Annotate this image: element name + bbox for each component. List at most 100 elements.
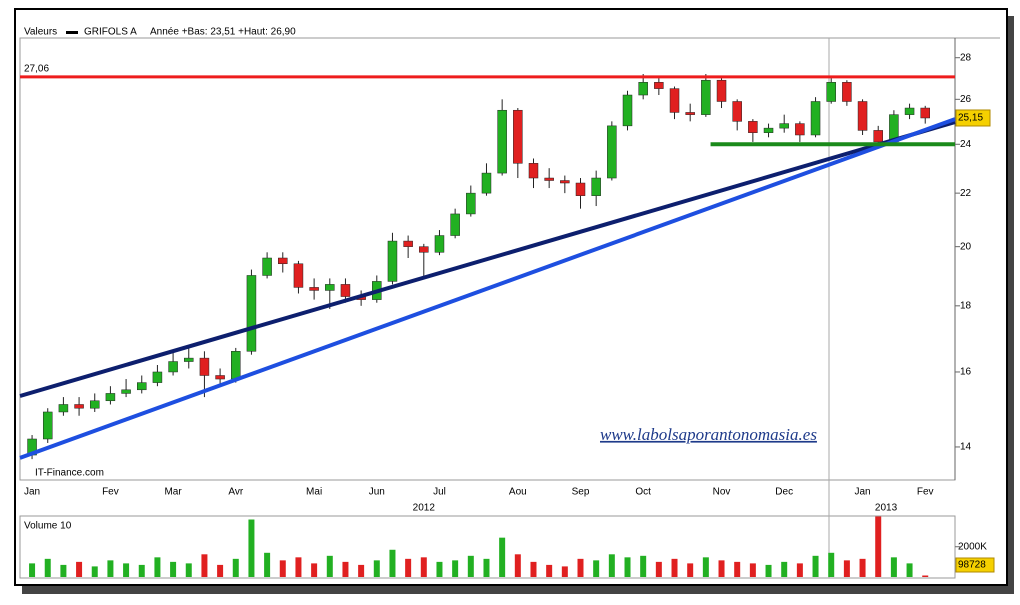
volume-bar	[718, 560, 725, 577]
x-tick-label: Jul	[433, 487, 446, 498]
volume-bar	[906, 563, 913, 577]
candle-body	[842, 82, 852, 102]
volume-bar	[201, 554, 208, 577]
year-label: 2013	[875, 503, 898, 514]
candle-body	[560, 180, 570, 184]
candle-body	[763, 127, 774, 133]
x-tick-label: Jan	[854, 487, 870, 498]
volume-bar	[185, 563, 192, 577]
volume-bar	[624, 557, 631, 577]
volume-bar	[107, 560, 114, 577]
volume-bar	[91, 566, 98, 577]
volume-bar	[796, 563, 803, 577]
candle-body	[873, 130, 883, 143]
volume-bar	[358, 564, 365, 577]
volume-bar	[702, 557, 709, 577]
candle-body	[685, 112, 695, 115]
candle-body	[137, 382, 147, 391]
candle-body	[434, 235, 445, 253]
candle-body	[215, 375, 225, 380]
last-price-box	[955, 109, 991, 127]
volume-bar	[326, 555, 333, 577]
last-price-label: 25,15	[958, 113, 983, 124]
candle-body	[74, 404, 84, 409]
volume-bar	[138, 564, 145, 577]
volume-bar	[765, 564, 772, 577]
x-tick-label: Sep	[572, 487, 590, 498]
volume-bar	[405, 558, 412, 577]
volume-bar	[295, 557, 302, 577]
source: IT-Finance.com	[35, 468, 104, 479]
candle-body	[121, 389, 131, 394]
x-tick-label: Mai	[306, 487, 322, 498]
volume-bar	[530, 561, 537, 577]
y-tick-label: 14	[960, 442, 972, 453]
candle-body	[528, 163, 539, 179]
volume-bar	[640, 555, 647, 577]
volume-bar	[859, 558, 866, 577]
volume-bar	[655, 561, 662, 577]
candle-body	[231, 351, 241, 380]
volume-bar	[577, 558, 584, 577]
candle-body	[89, 400, 100, 409]
volume-bar	[436, 561, 443, 577]
volume-bar	[812, 555, 819, 577]
volume-bar	[29, 563, 36, 577]
volume-last-label: 98728	[958, 560, 986, 571]
candle-body	[904, 107, 915, 115]
volume-bar	[154, 557, 161, 577]
candle-body	[826, 82, 836, 102]
candle-body	[779, 123, 789, 129]
volume-bar	[279, 560, 286, 577]
x-tick-label: Mar	[164, 487, 182, 498]
volume-bar	[123, 563, 130, 577]
volume-bar	[781, 561, 788, 577]
volume-bar	[264, 552, 271, 577]
volume-bar	[60, 564, 67, 577]
x-tick-label: Avr	[228, 487, 243, 498]
volume-bar	[499, 537, 506, 577]
candle-body	[810, 101, 821, 136]
volume-bar	[389, 549, 396, 577]
candle-body	[607, 125, 617, 179]
candle-body	[293, 263, 304, 288]
candle-body	[325, 284, 335, 291]
volume-bar	[420, 557, 427, 577]
volume-last-box	[955, 557, 995, 573]
volume-bar	[593, 560, 600, 577]
volume-bar	[311, 563, 318, 577]
candle-body	[450, 213, 460, 236]
volume-bar	[671, 558, 678, 577]
candle-body	[419, 246, 429, 253]
volume-bar	[248, 519, 255, 577]
volume-bar	[483, 558, 490, 577]
candle-body	[481, 172, 492, 194]
candle-body	[497, 109, 507, 174]
volume-bar	[922, 575, 929, 577]
header-label: Valeurs	[24, 27, 57, 38]
volume-bar	[890, 557, 897, 577]
candle-body	[199, 357, 210, 376]
candle-body	[701, 79, 711, 115]
volume-bar	[44, 558, 51, 577]
volume-bar	[514, 554, 521, 577]
level-label: 27,06	[24, 64, 49, 75]
candle-body	[732, 101, 742, 122]
year-label: 2012	[413, 503, 436, 514]
candle-body	[168, 361, 178, 373]
volume-bar	[232, 558, 239, 577]
candle-body	[795, 123, 805, 136]
candle-body	[246, 275, 257, 352]
volume-bar	[452, 560, 459, 577]
candle-body	[309, 287, 319, 291]
x-tick-label: Fev	[917, 487, 934, 498]
candle-body	[466, 192, 476, 215]
y-tick-label: 22	[960, 188, 972, 199]
trend-line	[19, 120, 956, 398]
candle-body	[638, 82, 648, 96]
candle-body	[622, 94, 633, 127]
x-tick-label: Nov	[713, 487, 731, 498]
volume-bar	[342, 561, 349, 577]
y-tick-label: 26	[960, 94, 972, 105]
